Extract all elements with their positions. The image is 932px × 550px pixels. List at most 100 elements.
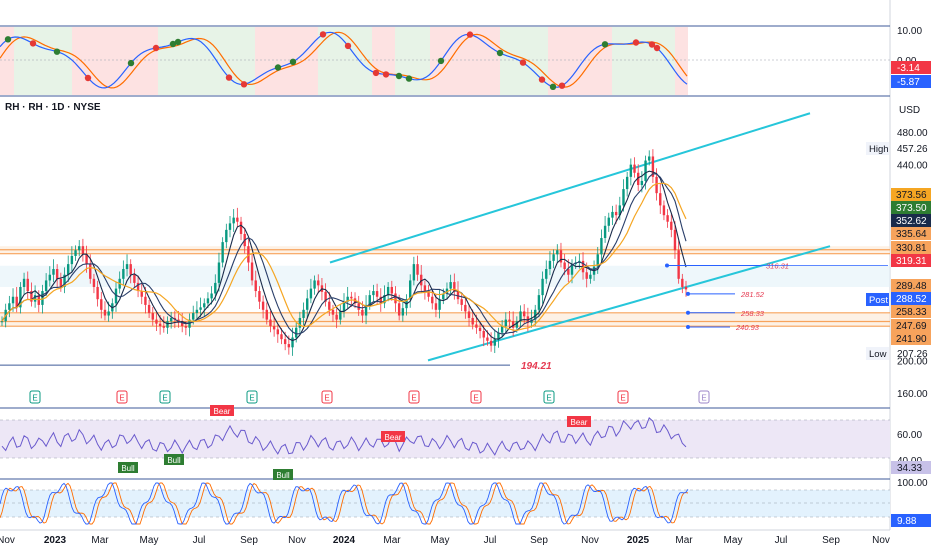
macd-cross-dot <box>466 31 474 38</box>
candle-body <box>684 286 688 290</box>
candle-body <box>324 291 327 302</box>
bull-label: Bull <box>276 471 290 480</box>
candle-body <box>648 156 651 161</box>
candle-body <box>294 327 298 338</box>
high-label-box <box>866 142 889 155</box>
candle-body <box>497 332 500 340</box>
candle-body <box>103 309 107 316</box>
candle-body <box>442 293 445 300</box>
candle-body <box>63 274 66 287</box>
candle-body <box>379 296 382 304</box>
candle-body <box>471 317 474 325</box>
candle-body <box>232 217 235 224</box>
earnings-marker-text: E <box>32 394 37 403</box>
price-label-text: 352.62 <box>896 216 927 227</box>
candle-body <box>221 242 224 263</box>
candle-body <box>302 309 305 318</box>
candle-body <box>44 280 48 292</box>
macd-value-label: -5.87 <box>897 77 920 88</box>
candle-body <box>151 313 154 320</box>
candle-body <box>100 299 103 310</box>
x-tick-label: May <box>431 535 450 546</box>
earnings-marker <box>698 390 710 404</box>
candle-body <box>589 274 592 279</box>
macd-band <box>395 27 430 95</box>
candle-body <box>640 180 644 186</box>
candle-body <box>607 217 610 226</box>
candle-body <box>55 269 59 279</box>
candle-body <box>500 326 504 333</box>
macd-cross-dot <box>344 42 352 50</box>
candle-body <box>236 217 239 222</box>
x-tick-label: Sep <box>530 535 548 546</box>
target-label: 240.93 <box>735 323 760 332</box>
earnings-marker <box>159 390 171 404</box>
stoch-band <box>0 490 890 517</box>
macd-cross-dot <box>29 40 37 47</box>
candle-body <box>339 311 342 320</box>
bear-label: Bear <box>571 418 588 427</box>
bull-label-box <box>118 462 138 473</box>
macd-cross-dot <box>225 74 233 81</box>
candle-body <box>361 309 364 316</box>
candle-body <box>567 269 570 275</box>
macd-band <box>675 27 688 95</box>
earnings-marker <box>29 390 41 404</box>
price-label-box <box>891 332 931 345</box>
stoch-d-line <box>0 482 689 525</box>
x-tick-label: Mar <box>383 535 401 546</box>
macd-cross-dot <box>174 38 182 46</box>
candle-body <box>456 291 460 300</box>
candle-body <box>372 291 375 296</box>
candle-body <box>195 309 199 314</box>
candle-body <box>375 291 379 297</box>
macd-cross-dot <box>538 76 546 83</box>
earnings-marker-text: E <box>249 394 254 403</box>
candle-body <box>666 215 669 222</box>
candle-body <box>250 262 254 281</box>
stoch-value-box <box>891 514 931 527</box>
macd-value-box <box>891 61 931 74</box>
rsi-value-box <box>891 461 931 474</box>
macd-line <box>0 31 688 89</box>
price-label-text: 247.69 <box>896 321 927 332</box>
candle-body <box>269 319 272 327</box>
candle-body <box>559 250 563 263</box>
x-tick-label: May <box>140 535 159 546</box>
candle-body <box>493 339 496 346</box>
candle-body <box>26 278 29 292</box>
price-label-text: 335.64 <box>896 229 927 240</box>
x-tick-label: Nov <box>581 535 599 546</box>
candle-body <box>434 303 438 310</box>
candle-body <box>618 205 622 216</box>
target-dot <box>686 291 690 296</box>
candle-body <box>416 264 419 275</box>
candle-body <box>30 291 33 302</box>
candle-body <box>92 278 96 287</box>
macd-band <box>255 27 318 95</box>
candle-body <box>681 278 684 287</box>
stoch-k-line <box>0 482 689 525</box>
candle-body <box>346 296 349 302</box>
candle-body <box>482 331 485 338</box>
price-label-box <box>891 214 931 227</box>
candle-body <box>467 311 471 318</box>
candle-body <box>478 327 482 332</box>
candle-body <box>511 321 515 328</box>
price-label-text: 241.90 <box>896 334 927 345</box>
candle-body <box>585 272 588 279</box>
low-label-box <box>866 347 889 360</box>
candle-body <box>265 309 268 320</box>
stoch-value-label: 9.88 <box>897 516 917 527</box>
post-label: Post <box>869 295 888 306</box>
high-value: 457.26 <box>897 144 928 155</box>
y-tick-label: 440.00 <box>897 161 928 172</box>
candle-body <box>180 322 184 327</box>
price-label-text: 319.31 <box>896 256 927 267</box>
candle-body <box>328 301 331 310</box>
low-value: 207.26 <box>897 349 928 360</box>
candle-body <box>203 303 206 308</box>
candle-body <box>401 308 405 316</box>
